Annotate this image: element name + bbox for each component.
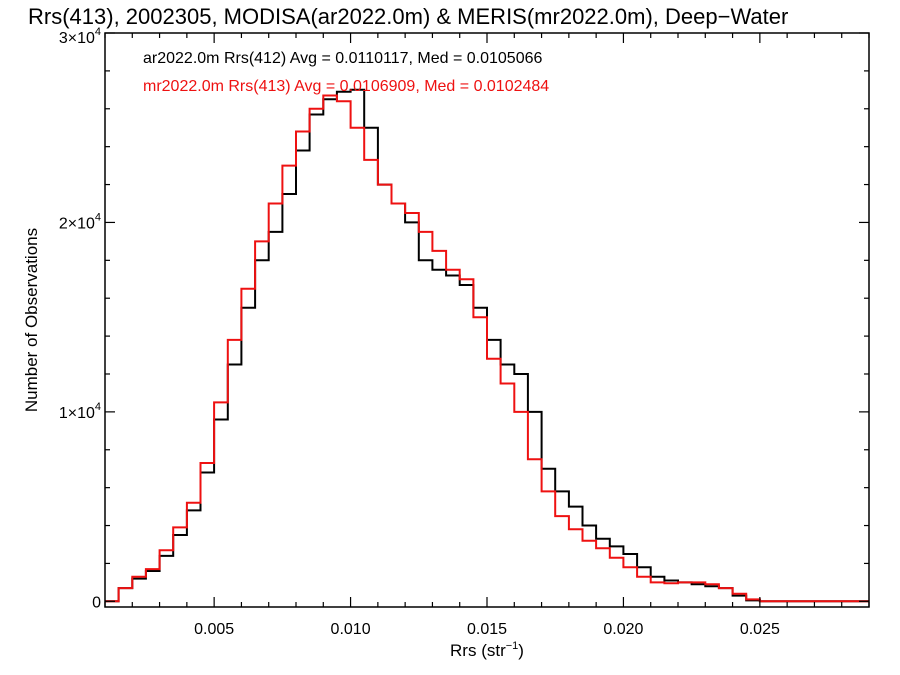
x-axis-label-text: Rrs (str bbox=[450, 641, 506, 660]
chart-title: Rrs(413), 2002305, MODISA(ar2022.0m) & M… bbox=[28, 4, 788, 29]
legend-entry-mr2022: mr2022.0m Rrs(413) Avg = 0.0106909, Med … bbox=[143, 78, 549, 95]
ticks-layer: 0.005 0.010 0.015 0.020 0.02501×1042×1043×10… bbox=[59, 26, 870, 638]
x-tick-label: 0.010 bbox=[331, 621, 371, 638]
y-tick-label-exponent: 4 bbox=[95, 401, 101, 413]
x-axis-label-exponent: −1 bbox=[506, 640, 519, 652]
y-tick-label-base: 0 bbox=[92, 594, 101, 611]
x-tick-label: 0.020 bbox=[603, 621, 643, 638]
y-tick-label: 2×104 bbox=[59, 211, 101, 232]
x-tick-label: 0.025 bbox=[740, 621, 780, 638]
x-axis-label: Rrs (str−1) bbox=[450, 640, 524, 660]
y-tick-label-exponent: 4 bbox=[95, 211, 101, 223]
legend: ar2022.0m Rrs(412) Avg = 0.0110117, Med … bbox=[143, 50, 549, 95]
y-tick-label-exponent: 4 bbox=[95, 26, 101, 38]
series-line-mr2022 bbox=[105, 94, 869, 603]
y-tick-label-base: 1×10 bbox=[59, 405, 95, 422]
y-tick-label-base: 2×10 bbox=[59, 215, 95, 232]
series-layer bbox=[105, 88, 869, 603]
x-tick-label: 0.015 bbox=[467, 621, 507, 638]
legend-entry-ar2022: ar2022.0m Rrs(412) Avg = 0.0110117, Med … bbox=[143, 50, 542, 67]
y-tick-label: 0 bbox=[92, 594, 101, 611]
y-axis-label: Number of Observations bbox=[22, 228, 41, 412]
y-tick-label: 1×104 bbox=[59, 401, 101, 422]
x-tick-label: 0.005 bbox=[194, 621, 234, 638]
y-tick-label: 3×104 bbox=[59, 26, 101, 47]
x-axis-label-close: ) bbox=[518, 641, 524, 660]
y-tick-label-base: 3×10 bbox=[59, 30, 95, 47]
